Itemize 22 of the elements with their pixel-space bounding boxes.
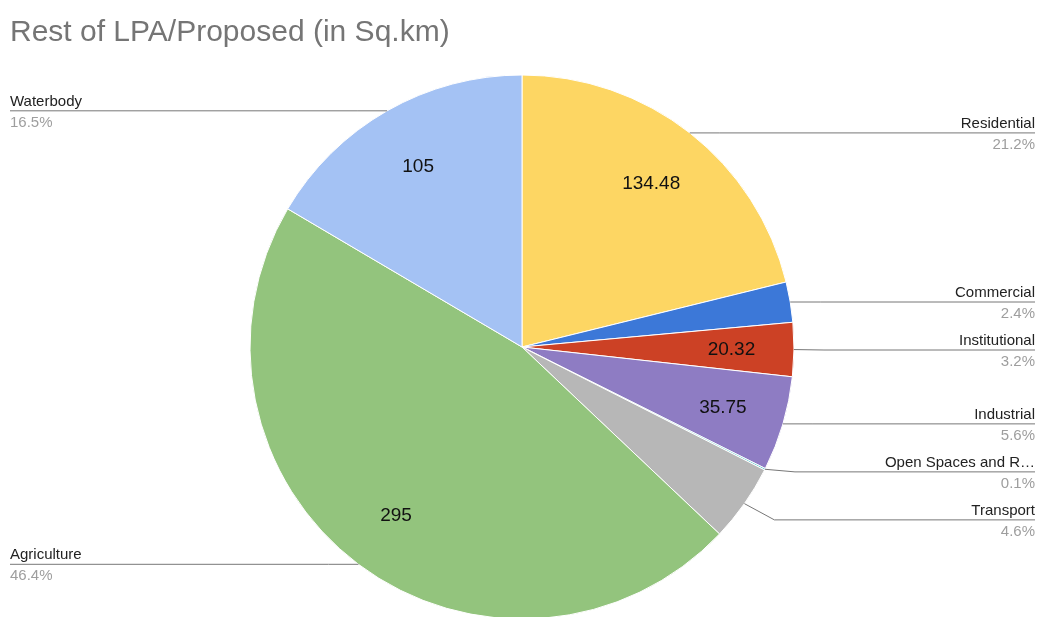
slice-label: Open Spaces and R… [884,452,1035,470]
slice-label: Commercial [954,283,1035,301]
slice-label: Residential [960,113,1035,131]
slice-label: Waterbody [10,91,83,109]
data-label: 105 [402,154,434,176]
text: 0.1% [1000,473,1035,491]
text: 5.6% [1000,425,1035,443]
text: 16.5% [10,112,53,130]
slice-label: Industrial [974,404,1035,422]
data-label: 295 [380,503,412,525]
slice-label: Institutional [959,331,1035,349]
text: 2.4% [1000,304,1035,322]
text: 21.2% [992,134,1035,152]
text: 46.4% [10,566,53,584]
slice-label: Agriculture [10,545,82,563]
text: 4.6% [1000,521,1035,539]
data-label: 20.32 [707,338,756,360]
data-label: 134.48 [622,171,681,193]
text: 3.2% [1000,352,1035,370]
chart-title: Rest of LPA/Proposed (in Sq.km) [10,14,450,48]
slice-label: Transport [971,500,1036,518]
data-label: 35.75 [699,395,747,417]
